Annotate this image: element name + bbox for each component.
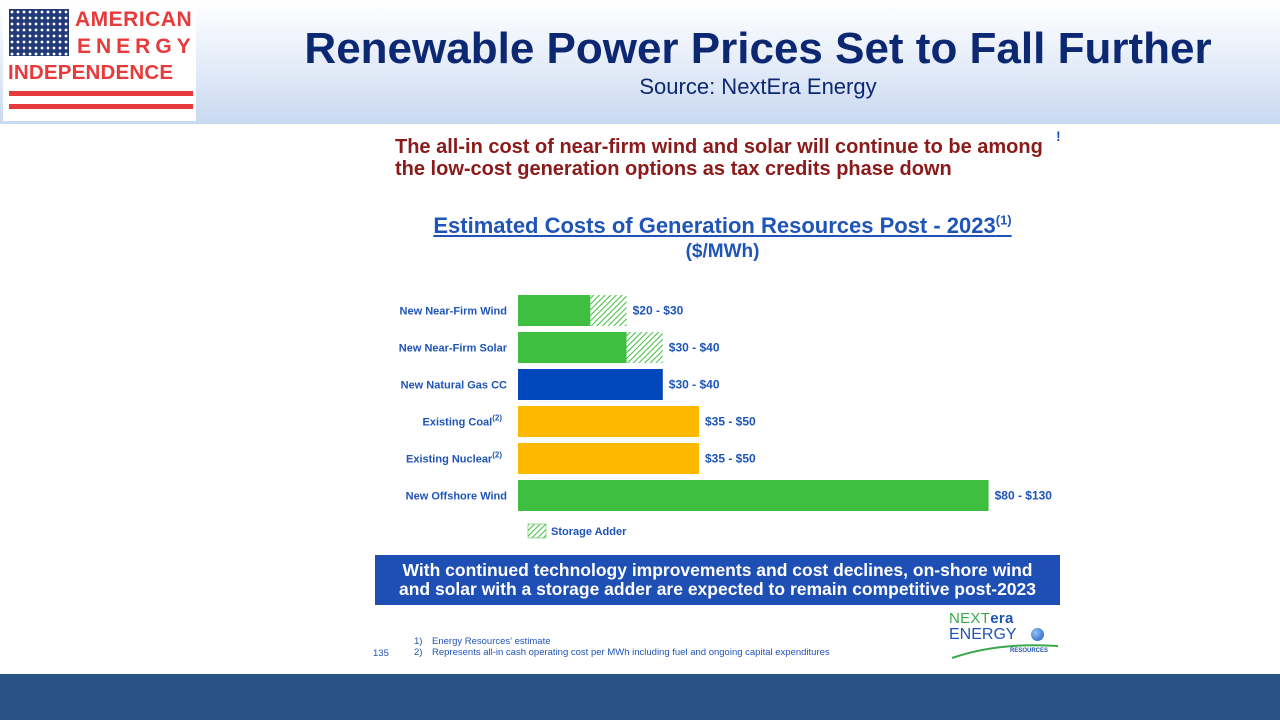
- chart-title-text: Estimated Costs of Generation Resources …: [433, 213, 996, 239]
- page-number: 135: [373, 648, 389, 659]
- category-label: New Near-Firm Solar: [399, 343, 508, 355]
- bar-base: [518, 332, 627, 363]
- brand-next: NEXT: [949, 610, 991, 627]
- chart-title: Estimated Costs of Generation Resources …: [380, 213, 1065, 239]
- swoosh-icon: [951, 644, 1059, 659]
- logo-line-2: ENERGY: [77, 35, 196, 58]
- footnote-1: 1) Energy Resources' estimate: [414, 636, 551, 647]
- value-label: $30 - $40: [669, 341, 720, 355]
- logo: AMERICAN ENERGY INDEPENDENCE: [3, 3, 196, 121]
- footnote-2: 2) Represents all-in cash operating cost …: [414, 647, 830, 658]
- category-label: New Natural Gas CC: [401, 380, 507, 392]
- logo-line-1: AMERICAN: [75, 8, 193, 31]
- nextera-logo: NEXTera ENERGY RESOURCES: [948, 610, 1060, 660]
- legend-label: Storage Adder: [551, 526, 627, 538]
- callout-line-2: and solar with a storage adder are expec…: [398, 579, 1036, 599]
- globe-icon: [1031, 628, 1044, 641]
- category-label: New Near-Firm Wind: [400, 306, 507, 318]
- brand-era: era: [990, 610, 1014, 627]
- bar-range: [518, 443, 699, 474]
- bar-base: [518, 295, 591, 326]
- header-band: [0, 0, 1280, 124]
- value-label: $30 - $40: [669, 378, 720, 392]
- logo-stripe: [9, 91, 193, 96]
- value-label: $35 - $50: [705, 415, 756, 429]
- callout-line-1: With continued technology improvements a…: [402, 560, 1033, 580]
- value-label: $80 - $130: [995, 489, 1053, 503]
- slide-headline: The all-in cost of near-firm wind and so…: [395, 136, 1043, 180]
- value-label: $20 - $30: [633, 304, 684, 318]
- bar-range: [518, 369, 663, 400]
- bar-range: [518, 480, 989, 511]
- bar-storage-adder: [590, 295, 627, 326]
- category-label: Existing Coal(2): [423, 414, 503, 429]
- chart-title-note: (1): [995, 213, 1012, 228]
- slide-marker: !: [1056, 128, 1061, 144]
- logo-stripe: [9, 104, 193, 109]
- brand-resources: RESOURCES: [1010, 648, 1049, 654]
- value-label: $35 - $50: [705, 452, 756, 466]
- brand-energy: ENERGY: [949, 626, 1017, 643]
- source-line: Source: NextEra Energy: [639, 74, 877, 99]
- bar-storage-adder: [626, 332, 663, 363]
- bar-range: [518, 406, 699, 437]
- legend-swatch: [527, 523, 547, 539]
- footer-band: [0, 674, 1280, 720]
- us-flag-icon: [9, 9, 69, 56]
- footnotes: 1) Energy Resources' estimate 2) Represent…: [414, 636, 830, 658]
- logo-line-3: INDEPENDENCE: [8, 61, 174, 84]
- page-title: Renewable Power Prices Set to Fall Furth…: [304, 24, 1212, 73]
- category-label: Existing Nuclear(2): [406, 451, 502, 466]
- callout-box: With continued technology improvements a…: [375, 555, 1060, 605]
- category-label: New Offshore Wind: [406, 491, 507, 503]
- chart-subtitle: ($/MWh): [685, 241, 760, 262]
